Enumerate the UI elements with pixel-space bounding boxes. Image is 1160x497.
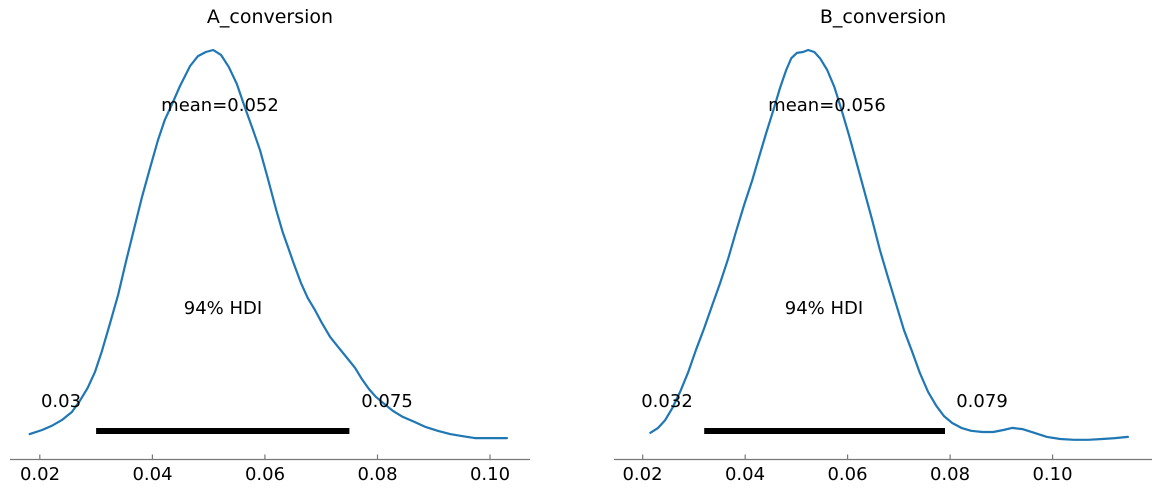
panel-b-xtick-3: 0.08 (929, 464, 971, 485)
panel-a-title: A_conversion (206, 6, 334, 28)
panel-a-hdi-label: 94% HDI (183, 298, 263, 319)
panel-b-xtick-2: 0.06 (827, 464, 868, 485)
panel-b-hdi-label: 94% HDI (784, 298, 864, 319)
panel-b-hdi-low-label: 0.032 (641, 391, 693, 412)
panel-b-mean-label: mean=0.056 (768, 95, 886, 116)
panel-b-xtick-4: 0.10 (1032, 464, 1073, 485)
panel-a-xtick-4: 0.10 (469, 464, 511, 485)
panel-b-xtick-0: 0.02 (622, 464, 663, 485)
panel-a-xtick-2: 0.06 (244, 464, 286, 485)
panel-a-mean-label: mean=0.052 (161, 95, 279, 116)
panel-a-hdi-low-label: 0.03 (40, 391, 82, 412)
kde-curve (649, 48, 1129, 441)
panel-a-xtick-3: 0.08 (357, 464, 398, 485)
panel-a-xtick-1: 0.04 (132, 464, 173, 485)
kde-curve (28, 48, 508, 440)
panel-b-xtick-1: 0.04 (724, 464, 766, 485)
panel-a-hdi-high-label: 0.075 (361, 391, 413, 412)
panel-a-xtick-0: 0.02 (19, 464, 61, 485)
panel-b-hdi-high-label: 0.079 (956, 391, 1008, 412)
panel-b-title: B_conversion (819, 6, 947, 28)
